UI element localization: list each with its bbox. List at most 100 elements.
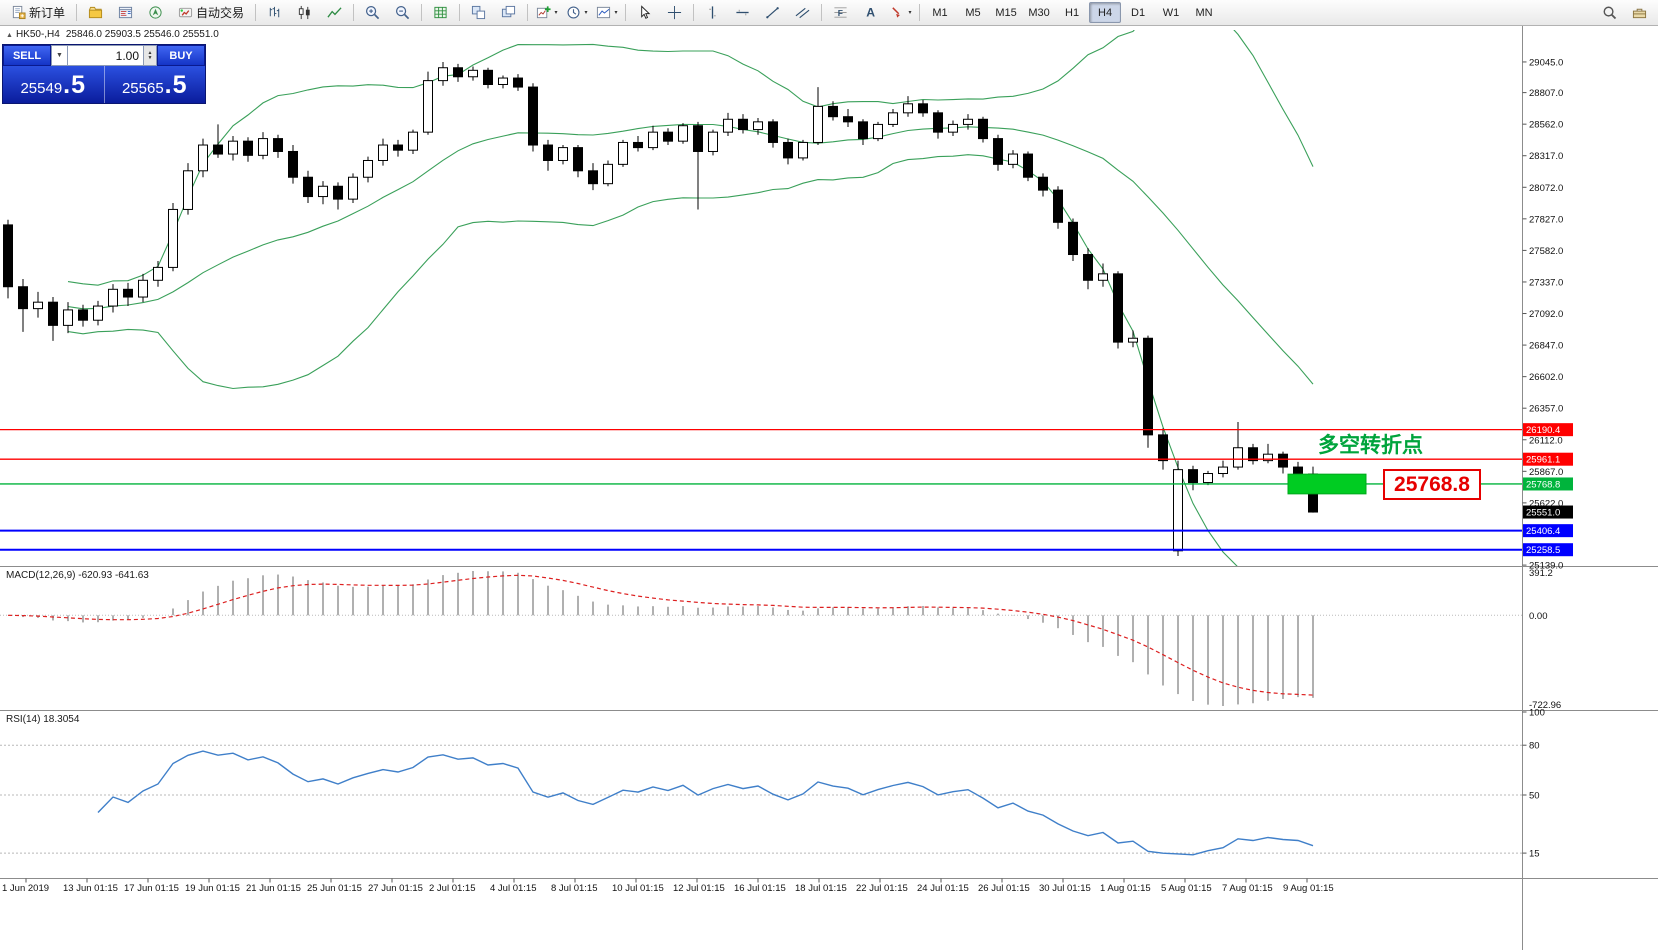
main-plot [3,30,1318,566]
timeframe-m15-button[interactable]: M15 [995,6,1017,19]
template-button[interactable]: ▾ [592,1,621,24]
candlestick-button[interactable] [290,1,319,24]
sell-price[interactable]: 25549.5 [3,66,105,103]
trade-panel-prices: 25549.5 25565.5 [3,66,205,103]
svg-text:25867.0: 25867.0 [1529,467,1563,478]
volume-input[interactable]: 1.00 [68,45,144,66]
crosshair-button[interactable] [660,1,689,24]
highlight-box[interactable] [1287,473,1367,495]
timeframe-mn-button[interactable]: MN [1195,6,1213,19]
text-button[interactable]: A [856,1,885,24]
timeframe-w1-button[interactable]: W1 [1162,6,1180,19]
chart-ohlc-values: 25846.0 25903.5 25546.0 25551.0 [65,29,219,40]
new-order-label: 新订单 [29,6,66,20]
timeframe-d1-button[interactable]: D1 [1131,6,1146,19]
svg-text:27 Jun 01:15: 27 Jun 01:15 [368,883,423,894]
volume-spinner[interactable]: ▲ ▼ [144,45,157,66]
arrows-icon [890,5,905,20]
zoom-in-button[interactable] [358,1,387,24]
toolbar-separator [693,4,695,21]
cursor-button[interactable] [630,1,659,24]
timeframe-m30-button[interactable]: M30 [1028,6,1050,19]
macd-panel [0,571,1522,706]
bollinger-bands [67,30,1314,566]
search-icon [1602,5,1617,20]
svg-text:27827.0: 27827.0 [1529,214,1563,225]
buy-button[interactable]: BUY [157,45,205,66]
timeframe-h4-button[interactable]: H4 [1089,2,1122,23]
dropdown-caret-icon: ▾ [614,10,618,16]
channel-button[interactable] [788,1,817,24]
svg-text:27337.0: 27337.0 [1529,277,1563,288]
svg-text:27582.0: 27582.0 [1529,246,1563,257]
annotation-text: 多空转折点 [1318,433,1423,457]
dropdown-caret-icon: ▾ [554,10,558,16]
horizontal-line-icon [735,5,750,20]
grid-button[interactable] [426,1,455,24]
arrows-button[interactable]: ▾ [886,1,915,24]
line-chart-button[interactable] [320,1,349,24]
channel-icon [795,5,810,20]
rsi-scale: 100 80 50 15 [1522,708,1545,860]
text-icon: A [863,5,878,20]
svg-text:27092.0: 27092.0 [1529,309,1563,320]
chart-title: ▲ HK50-,H4 25846.0 25903.5 25546.0 25551.0 [6,29,219,40]
price-scale: 29045.0 28807.0 28562.0 28317.0 28072.0 27827… [1522,57,1563,572]
grid-icon [433,5,448,20]
navigator-button[interactable] [141,1,170,24]
fibonacci-button[interactable]: F [826,1,855,24]
svg-text:1 Aug 01:15: 1 Aug 01:15 [1100,883,1151,894]
line-chart-icon [327,5,342,20]
svg-text:25406.4: 25406.4 [1526,526,1560,537]
timeframe-h1-button[interactable]: H1 [1065,6,1080,19]
sell-price-pips: .5 [63,71,87,99]
price-tags: 26190.4 25961.1 25768.8 25406.4 25258.5 25551… [1523,423,1573,557]
spin-up-icon[interactable]: ▲ [147,49,153,56]
trendline-button[interactable] [758,1,787,24]
toolbar-separator [625,4,627,21]
panel-frame [0,26,1658,950]
one-click-trading-panel: SELL ▼ 1.00 ▲ ▼ BUY 25549.5 25565.5 [2,44,206,104]
period-button[interactable]: ▾ [562,1,591,24]
toolbox-icon [1632,5,1647,20]
toolbar-separator [527,4,529,21]
svg-text:29045.0: 29045.0 [1529,57,1563,68]
rsi-label: RSI(14) 18.3054 [6,714,80,725]
market-watch-button[interactable] [111,1,140,24]
vertical-line-button[interactable] [698,1,727,24]
svg-text:391.2: 391.2 [1529,568,1553,579]
svg-text:30 Jul 01:15: 30 Jul 01:15 [1039,883,1091,894]
zoom-out-icon [395,5,410,20]
dropdown-caret-icon: ▾ [584,10,588,16]
cursor-icon [637,5,652,20]
tile-windows-button[interactable] [464,1,493,24]
toolbar-separator [821,4,823,21]
zoom-in-icon [365,5,380,20]
new-chart-button[interactable]: ▾ [532,1,561,24]
buy-price[interactable]: 25565.5 [105,66,206,103]
timeframe-m5-button[interactable]: M5 [965,6,981,19]
svg-text:25768.8: 25768.8 [1526,479,1560,490]
toolbox-button[interactable] [1625,1,1654,24]
autotrading-button[interactable]: 自动交易 [171,1,251,24]
svg-text:0.00: 0.00 [1529,611,1548,622]
search-button[interactable] [1595,1,1624,24]
bar-chart-button[interactable] [260,1,289,24]
timeframe-m1-button[interactable]: M1 [932,6,948,19]
svg-text:4 Jul 01:15: 4 Jul 01:15 [490,883,536,894]
spin-down-icon[interactable]: ▼ [147,54,153,61]
new-order-button[interactable]: 新订单 [4,1,72,24]
cascade-windows-button[interactable] [494,1,523,24]
toolbar-separator [421,4,423,21]
svg-text:2 Jul 01:15: 2 Jul 01:15 [429,883,475,894]
svg-text:16 Jul 01:15: 16 Jul 01:15 [734,883,786,894]
sell-button[interactable]: SELL [3,45,51,66]
charts-profile-button[interactable] [81,1,110,24]
volume-dropdown[interactable]: ▼ [51,45,68,66]
svg-text:12 Jul 01:15: 12 Jul 01:15 [673,883,725,894]
zoom-out-button[interactable] [388,1,417,24]
horizontal-line-button[interactable] [728,1,757,24]
chart-symbol: HK50-,H4 [15,29,60,40]
collapse-icon[interactable]: ▲ [6,32,13,39]
